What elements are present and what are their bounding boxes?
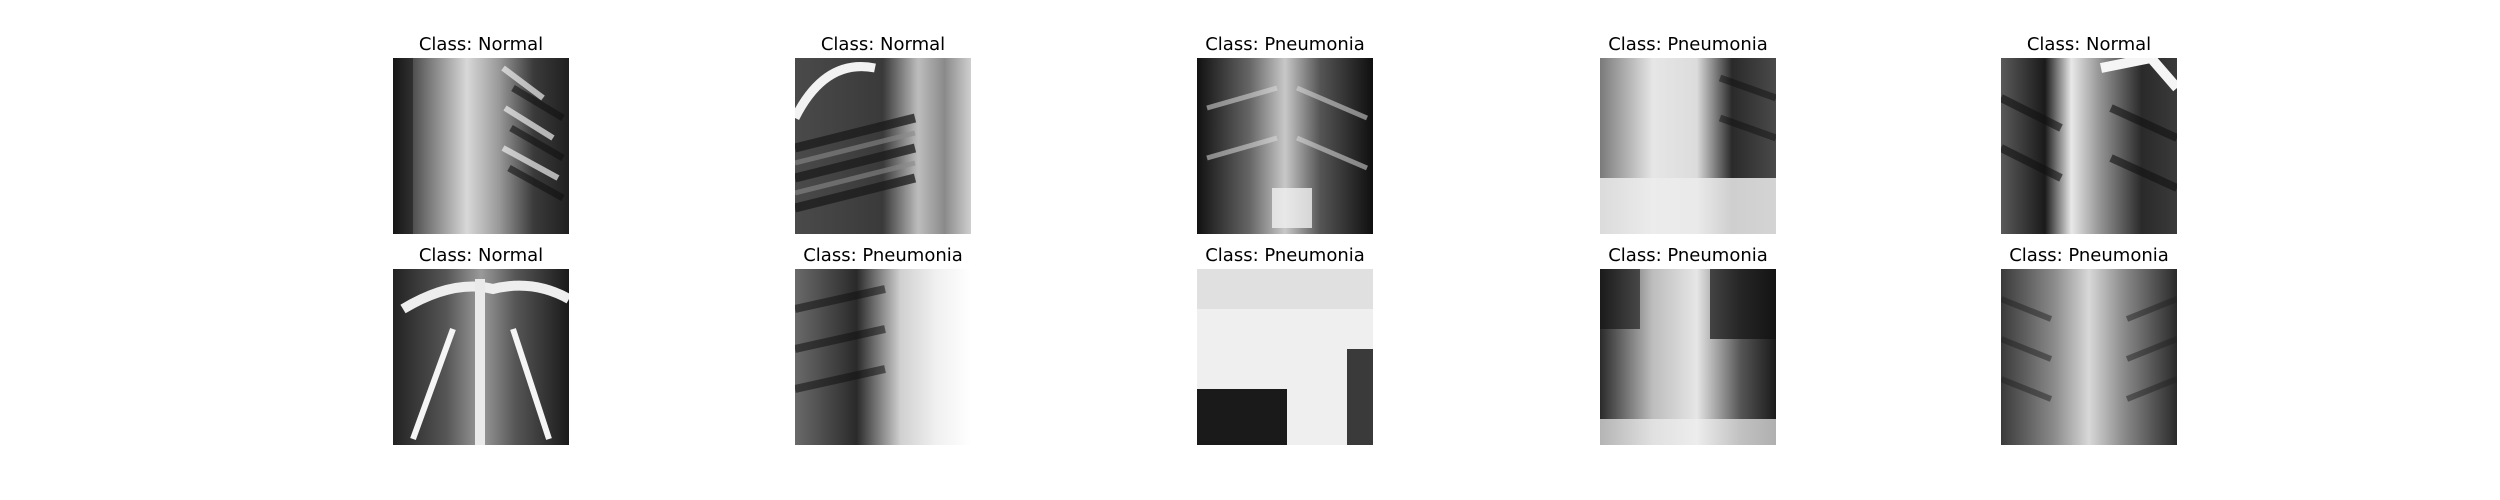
sample-title: Class: Pneumonia: [1205, 34, 1365, 55]
xray-thumbnail: [1600, 58, 1776, 234]
sample-title: Class: Normal: [820, 34, 946, 55]
sample-title: Class: Pneumonia: [2009, 245, 2169, 266]
xray-thumbnail: [2001, 58, 2177, 234]
xray-thumbnail: [2001, 269, 2177, 445]
sample-title: Class: Pneumonia: [1205, 245, 1365, 266]
xray-thumbnail: [393, 58, 569, 234]
sample-title: Class: Pneumonia: [1608, 34, 1768, 55]
xray-thumbnail: [1197, 269, 1373, 445]
sample-title: Class: Pneumonia: [1608, 245, 1768, 266]
xray-thumbnail: [795, 58, 971, 234]
sample-title: Class: Normal: [418, 245, 544, 266]
sample-title: Class: Normal: [418, 34, 544, 55]
xray-thumbnail: [1197, 58, 1373, 234]
xray-thumbnail: [1600, 269, 1776, 445]
sample-title: Class: Pneumonia: [803, 245, 963, 266]
xray-thumbnail: [393, 269, 569, 445]
sample-title: Class: Normal: [2026, 34, 2152, 55]
xray-thumbnail: [795, 269, 971, 445]
